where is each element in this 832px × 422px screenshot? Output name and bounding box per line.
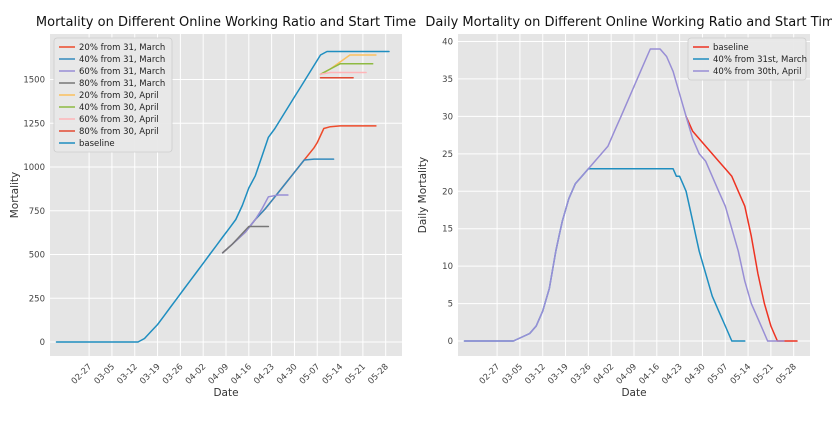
- y-tick-label: 1500: [23, 76, 45, 86]
- x-tick-label: 03-05: [93, 362, 118, 387]
- legend-label: 20% from 31, March: [79, 43, 165, 53]
- legend-box: [687, 37, 807, 81]
- chart-title: Daily Mortality on Different Online Work…: [425, 15, 832, 30]
- y-axis-label: Mortality: [9, 172, 21, 219]
- y-tick-label: 35: [442, 75, 453, 85]
- legend-label: 40% from 31, March: [79, 55, 165, 65]
- series-group: [463, 48, 798, 342]
- y-tick-label: 1250: [23, 119, 45, 129]
- x-tick-label: 05-07: [298, 362, 323, 387]
- y-tick-label: 0: [40, 338, 45, 348]
- x-tick-label: 05-28: [366, 362, 391, 387]
- x-tick-label: 04-16: [637, 362, 662, 387]
- legend-label: 40% from 30th, April: [713, 67, 801, 77]
- x-tick-label: 04-30: [275, 362, 300, 387]
- series-group: [55, 50, 390, 343]
- chart-panel-1: 025050075010001250150002-2703-0503-1203-…: [9, 15, 416, 399]
- y-tick-label: 500: [29, 251, 45, 261]
- y-tick-label: 40: [442, 37, 453, 47]
- legend-label: 80% from 30, April: [79, 127, 159, 137]
- series-line-6: [319, 63, 374, 76]
- x-tick-label: 04-02: [592, 362, 617, 387]
- x-tick-label: 03-19: [546, 362, 571, 387]
- legend-box: [53, 37, 173, 153]
- y-tick-label: 750: [29, 207, 45, 217]
- legend-label: 40% from 30, April: [79, 103, 159, 113]
- x-tick-label: 05-07: [706, 362, 731, 387]
- x-tick-label: 03-12: [115, 362, 140, 387]
- y-tick-label: 25: [442, 150, 453, 160]
- x-tick-label: 03-12: [523, 362, 548, 387]
- y-tick-label: 250: [29, 294, 45, 304]
- legend-label: 40% from 31st, March: [713, 55, 807, 65]
- x-tick-label: 04-09: [207, 362, 232, 387]
- x-axis-label: Date: [621, 387, 646, 399]
- series-line-3: [463, 48, 785, 342]
- x-tick-label: 04-23: [660, 362, 685, 387]
- x-tick-label: 05-28: [774, 362, 799, 387]
- y-tick-label: 0: [448, 337, 453, 347]
- x-tick-label: 04-23: [252, 362, 277, 387]
- x-tick-label: 03-05: [501, 362, 526, 387]
- x-tick-label: 04-16: [229, 362, 254, 387]
- y-tick-label: 20: [442, 187, 453, 197]
- y-axis-label: Daily Mortality: [417, 157, 429, 233]
- series-line-4: [221, 225, 270, 254]
- chart-panel-2: 0 5 10 15 20 25 30 35 40 02-2703-0503-1203-1903-2…: [417, 15, 832, 399]
- x-tick-label: 03-19: [138, 362, 163, 387]
- y-tick-label: 15: [442, 225, 453, 235]
- legend-label: 60% from 30, April: [79, 115, 159, 125]
- x-tick-label: 04-02: [184, 362, 209, 387]
- x-tick-label: 02-27: [70, 362, 95, 387]
- legend-label: baseline: [713, 43, 749, 53]
- chart-title: Mortality on Different Online Working Ra…: [36, 15, 416, 30]
- x-tick-label: 04-30: [683, 362, 708, 387]
- series-line-9: [55, 50, 390, 343]
- x-tick-label: 05-21: [751, 362, 776, 387]
- series-line-7: [319, 71, 367, 76]
- x-tick-label: 05-14: [321, 362, 346, 387]
- x-tick-label: 03-26: [161, 362, 186, 387]
- x-axis-label: Date: [213, 387, 238, 399]
- y-tick-label: 5: [448, 300, 453, 310]
- y-tick-label: 30: [442, 112, 453, 122]
- legend-label: 20% from 30, April: [79, 91, 159, 101]
- legend: 20% from 31, March 40% from 31, March 60% …: [53, 37, 173, 153]
- x-tick-label: 05-14: [729, 362, 754, 387]
- legend-label: 80% from 31, March: [79, 79, 165, 89]
- legend-label: 60% from 31, March: [79, 67, 165, 77]
- y-tick-label: 10: [442, 262, 453, 272]
- x-tick-label: 02-27: [478, 362, 503, 387]
- x-tick-label: 05-21: [343, 362, 368, 387]
- x-tick-label: 04-09: [615, 362, 640, 387]
- y-tick-label: 1000: [23, 163, 45, 173]
- x-tick-label: 03-26: [569, 362, 594, 387]
- series-line-1: [685, 115, 798, 342]
- legend-label: baseline: [79, 139, 115, 149]
- legend: baseline 40% from 31st, March 40% from 30t…: [687, 37, 807, 81]
